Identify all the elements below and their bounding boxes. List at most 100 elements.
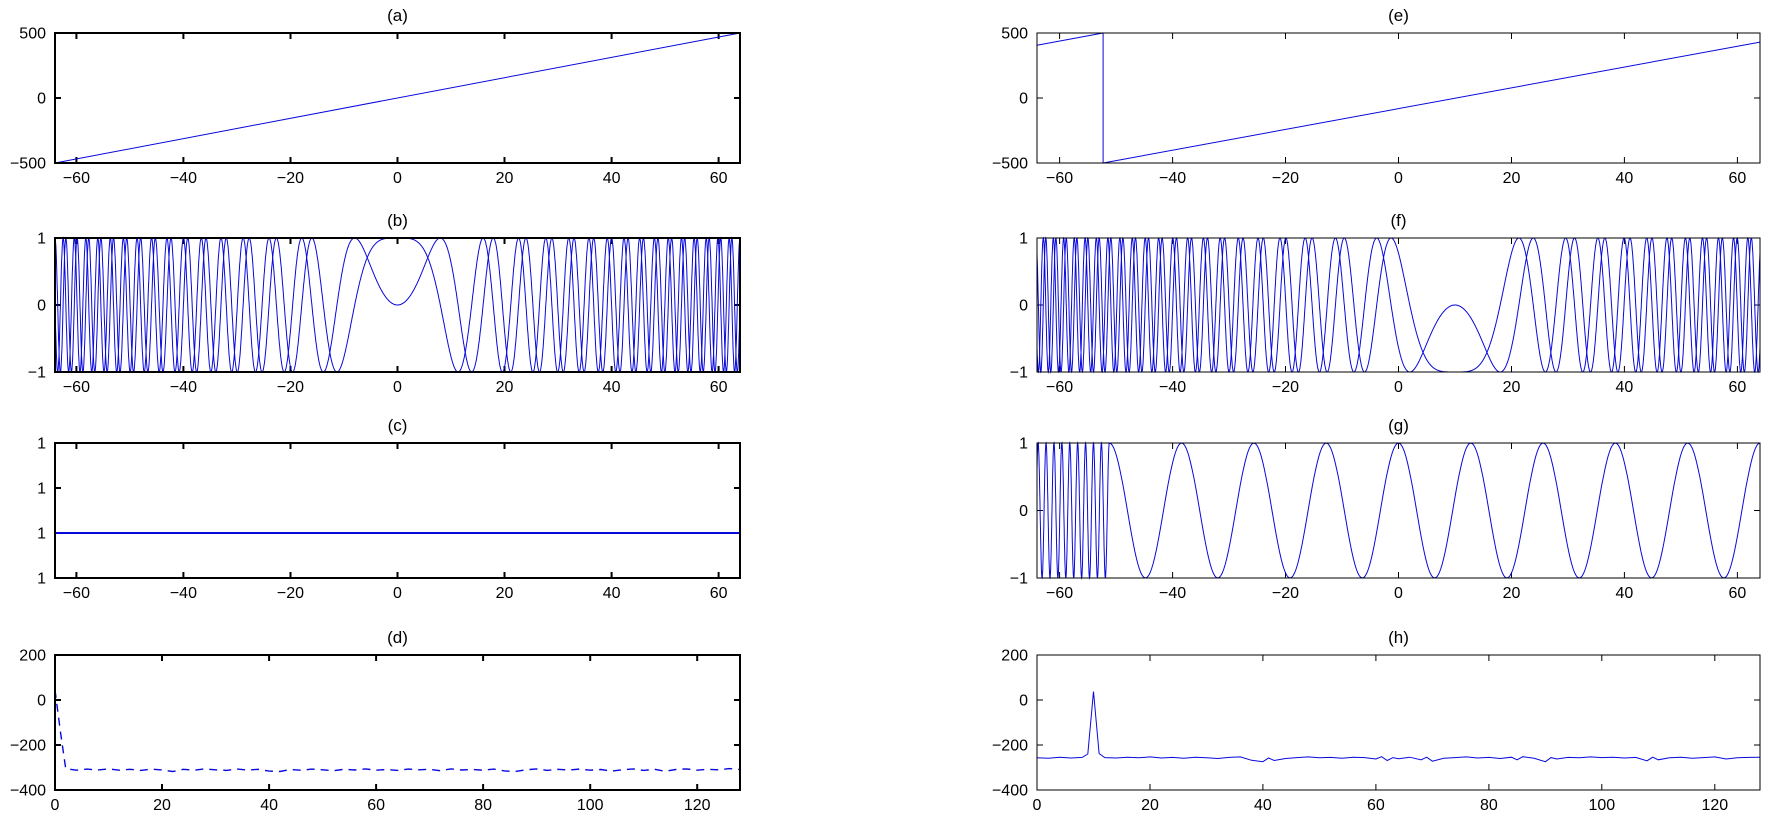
y-tick-label: −400 [992,783,1028,800]
x-tick-label: −40 [1159,170,1186,187]
axes-frame [54,237,741,373]
x-tick-label: −40 [1159,379,1186,396]
axes-frame [54,32,741,164]
x-tick-label: 20 [1503,585,1521,602]
y-tick-label: 0 [37,693,46,710]
subplot-f-axes: −60 −40 −20 0 20 40 60 1 0 −1 [1010,231,1761,396]
x-tick-label: 40 [1254,797,1272,814]
y-tick-label: −400 [10,783,46,800]
x-tick-label: 0 [1394,585,1403,602]
y-tick-label: 1 [37,481,46,498]
y-tick-label: 0 [37,298,46,315]
axes-frame [1036,654,1761,791]
y-tick-label: 200 [1001,648,1028,665]
x-tick-label: −60 [63,379,90,396]
y-tick-label: 0 [1019,503,1028,520]
series-log-spectrum-peak-at-10 [1036,691,1761,763]
x-tick-label: 0 [393,170,402,187]
y-tick-label: 1 [37,571,46,588]
series-cosine-freq10-with-burst [1036,441,1761,580]
x-tick-label: −60 [63,170,90,187]
x-tick-label: 60 [710,585,728,602]
subplot-h: (h) 0 20 40 60 80 100 120 200 0 −200 −400 [992,628,1761,814]
y-tick-label: −1 [28,365,46,382]
series-log-spectrum-flat [54,689,741,773]
subplot-e-title: (e) [1388,6,1409,25]
y-tick-label: 200 [19,648,46,665]
subplot-e: (e) −60 −40 −20 0 20 40 60 500 0 −500 [992,6,1761,187]
x-tick-label: 40 [603,170,621,187]
x-tick-label: 60 [710,379,728,396]
x-tick-label: 20 [496,585,514,602]
x-tick-label: 120 [684,797,711,814]
x-tick-label: −20 [277,170,304,187]
x-tick-label: 20 [153,797,171,814]
x-tick-label: 80 [1480,797,1498,814]
x-tick-label: 100 [577,797,604,814]
axes-frame [1036,237,1761,373]
subplot-a-axes: −60 −40 −20 0 20 40 60 500 0 −500 [10,26,741,187]
x-tick-label: −40 [1159,585,1186,602]
subplot-c-title: (c) [387,416,408,435]
x-tick-label: −20 [277,379,304,396]
subplot-d-title: (d) [387,628,408,647]
x-tick-label: 40 [603,379,621,396]
x-tick-label: −40 [170,170,197,187]
subplot-a: (a) −60 −40 −20 0 20 40 60 500 0 −500 [10,6,741,187]
y-tick-label: 1 [37,436,46,453]
x-tick-label: −60 [1046,585,1073,602]
subplot-h-axes: 0 20 40 60 80 100 120 200 0 −200 −400 [992,648,1761,814]
y-tick-label: 0 [1019,91,1028,108]
x-tick-label: 60 [1729,170,1747,187]
subplot-g-axes: −60 −40 −20 0 20 40 60 1 0 −1 [1010,436,1761,602]
y-tick-label: 1 [37,526,46,543]
subplot-e-axes: −60 −40 −20 0 20 40 60 500 0 −500 [992,26,1761,187]
x-tick-label: 60 [367,797,385,814]
x-tick-label: 20 [1503,379,1521,396]
x-tick-label: 100 [1588,797,1615,814]
series-phase-ramp [54,32,741,164]
x-tick-label: −20 [277,585,304,602]
x-tick-label: 80 [474,797,492,814]
y-tick-label: 1 [1019,231,1028,248]
x-tick-label: 40 [1616,585,1634,602]
subplot-c: (c) −60 −40 −20 0 20 40 60 1 1 1 1 [37,416,741,602]
x-tick-label: 60 [1729,379,1747,396]
x-tick-label: 20 [1503,170,1521,187]
series-shifted-chirp-imag [1036,236,1761,374]
x-tick-label: 0 [51,797,60,814]
y-tick-label: −200 [10,738,46,755]
x-tick-label: 0 [1394,379,1403,396]
x-tick-label: −60 [63,585,90,602]
x-tick-label: 60 [1729,585,1747,602]
series-shifted-chirp-real [1036,236,1761,374]
y-tick-label: 500 [19,26,46,43]
subplot-b: (b) −60 −40 −20 0 20 40 60 1 0 −1 [28,211,741,396]
subplot-a-title: (a) [387,6,408,25]
x-tick-label: −20 [1272,585,1299,602]
subplot-g-title: (g) [1388,416,1409,435]
y-tick-label: 1 [1019,436,1028,453]
y-tick-label: −1 [1010,571,1028,588]
subplot-c-axes: −60 −40 −20 0 20 40 60 1 1 1 1 [37,436,741,602]
y-tick-label: 0 [1019,298,1028,315]
subplot-b-title: (b) [387,211,408,230]
subplot-f: (f) −60 −40 −20 0 20 40 60 1 0 −1 [1010,211,1761,396]
x-tick-label: 20 [496,379,514,396]
x-tick-label: −20 [1272,379,1299,396]
axes-frame [54,442,741,579]
y-tick-label: −500 [992,156,1028,173]
subplot-d: (d) 0 20 40 60 80 100 120 200 0 −200 −400 [10,628,741,814]
x-tick-label: 40 [1616,170,1634,187]
x-tick-label: −20 [1272,170,1299,187]
x-tick-label: 40 [1616,379,1634,396]
axes-frame [1036,32,1761,164]
x-tick-label: 0 [1033,797,1042,814]
x-tick-label: 0 [1394,170,1403,187]
x-tick-label: 40 [603,585,621,602]
x-tick-label: 20 [496,170,514,187]
axes-frame [54,654,741,791]
series-wrapped-phase-ramp [1036,32,1761,164]
y-tick-label: 1 [37,231,46,248]
